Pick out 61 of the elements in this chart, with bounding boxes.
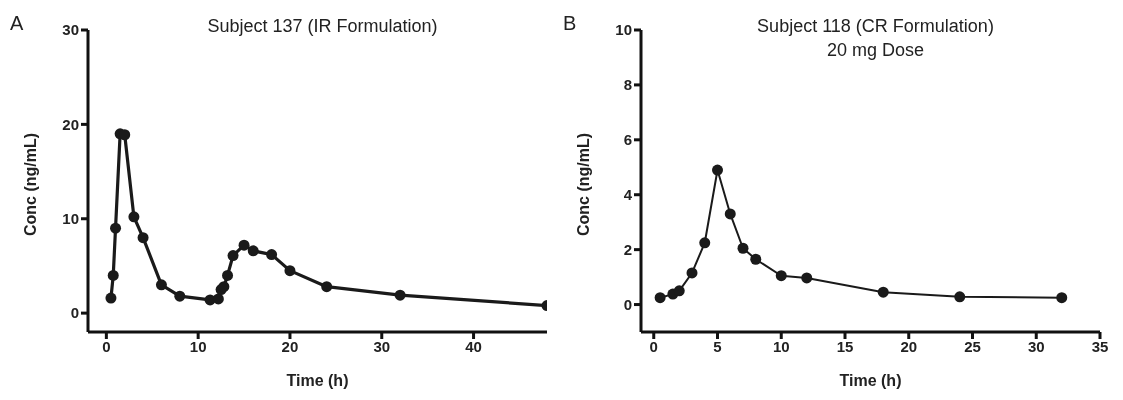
- x-tick-label: 15: [836, 337, 854, 355]
- y-tick-label: 0: [623, 295, 632, 313]
- point: [107, 269, 119, 281]
- y-tick-label: 10: [62, 210, 79, 228]
- point: [266, 249, 278, 261]
- point: [699, 237, 711, 249]
- point: [801, 272, 813, 284]
- y-tick-label: 6: [623, 131, 632, 149]
- point: [321, 281, 333, 293]
- x-tick-label: 30: [1027, 337, 1045, 355]
- chart-title: Subject 118 (CR Formulation): [756, 15, 995, 38]
- x-axis-title: Time (h): [839, 372, 902, 389]
- point: [750, 253, 762, 265]
- point: [1056, 292, 1068, 304]
- point: [686, 267, 698, 279]
- x-tick-label: 20: [281, 337, 299, 355]
- chart-title: Subject 137 (IR Formulation): [206, 15, 439, 38]
- point: [105, 292, 117, 304]
- point: [954, 291, 966, 303]
- point: [212, 293, 224, 305]
- point: [877, 286, 889, 298]
- point: [238, 239, 250, 251]
- x-tick-label: 30: [373, 337, 391, 355]
- y-tick-label: 10: [615, 21, 632, 39]
- x-tick-label: 0: [649, 337, 658, 355]
- x-tick-label: 10: [189, 337, 207, 355]
- point: [137, 232, 149, 244]
- point: [222, 269, 234, 281]
- text: 20 mg Dose: [825, 39, 926, 62]
- y-tick-label: 8: [623, 76, 632, 94]
- x-axis-title: Time (h): [286, 372, 349, 389]
- x-tick-label: 35: [1091, 337, 1109, 355]
- y-tick-label: 20: [62, 115, 79, 133]
- y-axis-title: Conc (ng/mL): [574, 132, 592, 236]
- point: [155, 279, 167, 291]
- point: [110, 222, 122, 234]
- x-tick-label: 25: [964, 337, 981, 355]
- point: [247, 245, 259, 257]
- y-tick-label: 30: [62, 21, 79, 39]
- point: [673, 285, 685, 297]
- point: [128, 211, 140, 223]
- x-tick-label: 40: [465, 337, 482, 355]
- point: [394, 289, 406, 301]
- point: [712, 164, 723, 176]
- y-tick-label: 0: [70, 304, 79, 322]
- text: B: [563, 12, 577, 35]
- x-tick-label: 5: [713, 337, 722, 355]
- point: [174, 290, 186, 302]
- x-tick-label: 0: [102, 337, 111, 355]
- point: [284, 265, 296, 277]
- point: [737, 242, 749, 254]
- text: A: [10, 12, 24, 35]
- point: [724, 208, 736, 220]
- point: [227, 250, 239, 262]
- point: [654, 292, 666, 304]
- y-tick-label: 2: [623, 240, 632, 258]
- x-tick-label: 10: [772, 337, 790, 355]
- point: [775, 270, 787, 282]
- x-tick-label: 20: [900, 337, 918, 355]
- y-axis-title: Conc (ng/mL): [21, 132, 39, 236]
- y-tick-label: 4: [623, 186, 633, 204]
